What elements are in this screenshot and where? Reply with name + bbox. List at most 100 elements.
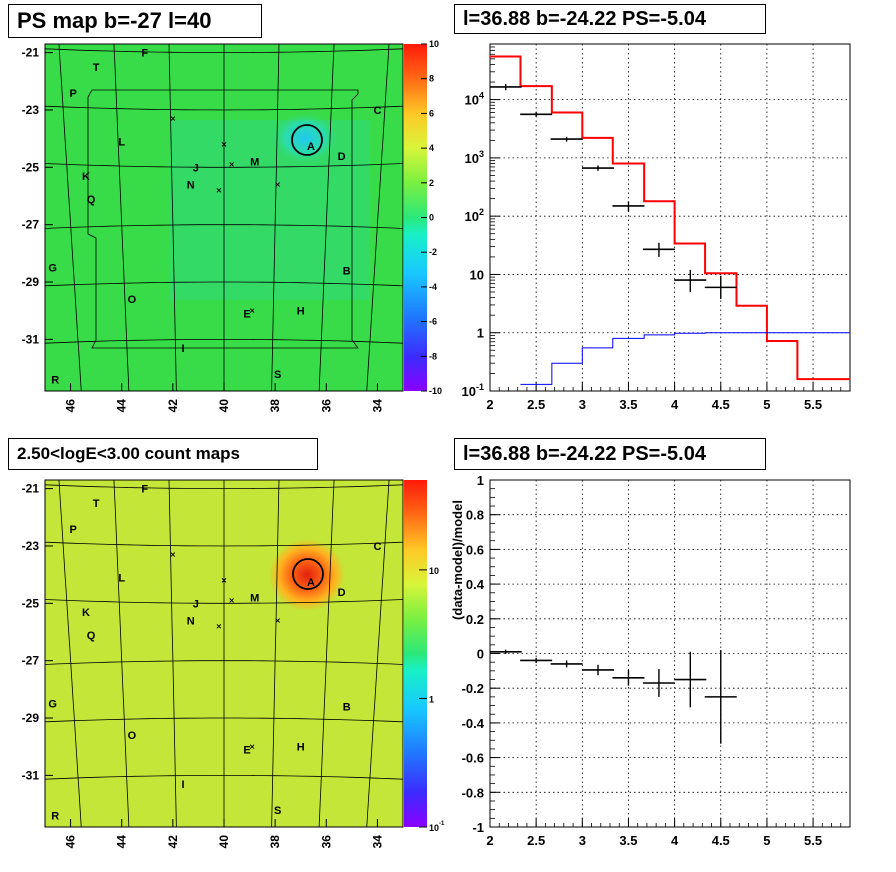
ps-map-colorbar [404,44,427,391]
longitude-line [318,44,335,391]
colorbar-tick-label: 0 [429,213,434,223]
x-tick-label: 5 [763,397,770,412]
x-tick-label: 36 [319,399,333,413]
count-map-axes: 46 44 42 40 38 36 34 -21 -23 -25 -27 -29 -31 [22,479,404,849]
longitude-line [271,44,280,391]
x-tick-label: 42 [166,399,180,413]
y-tick-label: -21 [22,46,40,60]
source-label-F: F [141,48,148,60]
model-step-line [490,55,850,381]
count-map-panel: F T P C A L D M J K N Q G B O E H I R S 46 44 42 40 38 36 34 -21 -2… [22,479,445,849]
count-map-colorbar-ticks: 10 1 10-1 [419,566,445,833]
marker-cross [275,618,281,623]
longitude-line [58,44,82,391]
longitude-line [318,480,335,827]
source-label-S: S [274,805,281,817]
source-label-H: H [297,742,305,754]
x-tick-label: 2 [486,397,493,412]
source-label-P: P [69,88,76,100]
ps-map-title: PS map b=-27 l=40 [8,4,262,38]
x-tick-label: 5 [763,833,770,848]
y-tick-label: 10-1 [462,382,484,399]
source-label-T: T [93,62,100,74]
y-tick-label: 0 [477,647,484,662]
source-label-R: R [51,811,59,823]
spectrum-frame [489,43,851,392]
source-label-M: M [250,157,259,169]
y-tick-label: -0.6 [462,751,484,766]
source-label-K: K [82,171,90,183]
colorbar-tick-label: 10-1 [429,821,445,833]
y-tick-label: -31 [22,768,40,782]
y-tick-label: -31 [22,332,40,346]
longitude-line [366,44,390,391]
x-tick-label: 34 [370,835,384,849]
source-label-N: N [187,616,195,628]
marker-cross [170,116,176,121]
colorbar-tick-label: 1 [429,694,434,704]
residual-panel: 2 2.5 3 3.5 4 4.5 5 5.5 1 0.8 0.6 0.4 0.2 0 -0.2 -0.4 -0… [450,473,851,848]
x-tick-label: 4.5 [712,397,730,412]
x-tick-label: 3.5 [619,397,637,412]
residual-title: l=36.88 b=-24.22 PS=-5.04 [454,438,766,470]
y-tick-label: 0.4 [466,577,485,592]
colorbar-tick-label: 10 [429,39,439,49]
y-tick-label: -0.2 [462,681,484,696]
source-label-F: F [141,484,148,496]
x-tick-label: 2 [486,833,493,848]
y-tick-label: -23 [22,103,40,117]
y-tick-label: 103 [465,149,484,166]
y-tick-label: -0.4 [462,716,485,731]
source-label-K: K [82,607,90,619]
x-tick-label: 40 [217,399,231,413]
count-map-colorbar [404,480,427,827]
source-label-I: I [182,343,185,355]
ps-map-source-labels: F T P C A L D M J K N Q G B O E H I R S [48,48,381,387]
longitude-line [168,44,177,391]
source-label-M: M [250,593,259,605]
source-label-Q: Q [87,194,96,206]
y-tick-label: -1 [472,820,484,835]
y-tick-label: 0.2 [466,612,484,627]
spectrum-panel: 2 2.5 3 3.5 4 4.5 5 5.5 10-1 1 10 102 103 104 [462,43,851,412]
ps-map-texture [45,44,403,391]
y-tick-label: 1 [477,326,484,341]
x-tick-label: 4 [671,397,679,412]
source-label-S: S [274,369,281,381]
ps-map-markers [170,116,281,314]
y-tick-label: -27 [22,654,40,668]
longitude-line [271,480,280,827]
longitude-line [366,480,390,827]
source-label-D: D [338,151,346,163]
source-label-L: L [118,573,125,585]
x-tick-label: 44 [115,399,129,413]
source-label-C: C [373,541,381,553]
ps-map-roi-outline [87,89,359,349]
y-tick-label: -25 [22,160,40,174]
x-tick-label: 2.5 [527,833,545,848]
x-tick-label: 40 [217,835,231,849]
x-tick-label: 46 [64,399,78,413]
colorbar-tick-label: 6 [429,108,434,118]
y-tick-label: -29 [22,275,40,289]
y-tick-label: 104 [465,91,484,108]
source-label-E: E [243,745,250,757]
marker-cross [229,162,234,167]
spectrum-title: l=36.88 b=-24.22 PS=-5.04 [454,4,766,34]
y-tick-label: -23 [22,539,40,553]
x-tick-label: 34 [370,399,384,413]
source-label-E: E [243,309,250,321]
source-label-D: D [338,587,346,599]
marker-cross [221,578,227,583]
count-map-grid [45,480,403,827]
marker-cross [216,187,222,193]
ps-map-source-circle [291,124,323,156]
marker-cross [216,623,222,629]
y-tick-label: 1 [477,473,484,488]
source-label-N: N [187,180,195,192]
longitude-line [113,480,130,827]
source-label-I: I [182,779,185,791]
marker-cross [221,142,227,147]
